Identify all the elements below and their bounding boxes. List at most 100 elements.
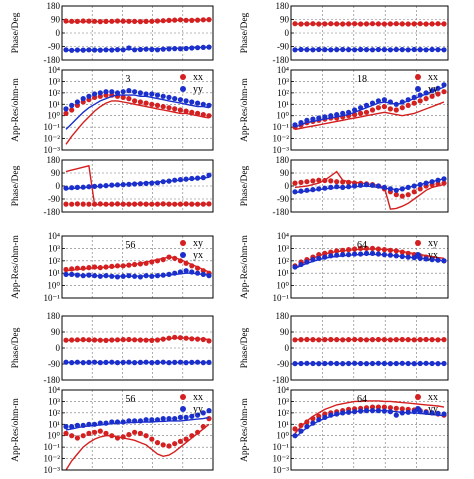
y-tick-label: 10⁴: [277, 65, 289, 75]
y-axis-label: Phase/Deg: [11, 327, 21, 368]
y-tick-label: 10⁻²: [273, 454, 290, 464]
y-tick-label: -90: [277, 359, 289, 369]
site-label: 56: [125, 240, 135, 251]
data-point-red: [114, 18, 121, 24]
legend-marker-xy: [180, 240, 186, 246]
data-point-blue: [310, 257, 316, 263]
data-point-blue: [103, 273, 109, 279]
data-point-red: [206, 17, 212, 23]
data-point-red: [298, 179, 304, 185]
y-tick-label: 10²: [277, 88, 289, 98]
data-point-blue: [316, 46, 322, 53]
data-point-red: [132, 337, 138, 343]
data-point-blue: [417, 47, 423, 53]
data-point-blue: [429, 46, 435, 53]
data-point-red: [310, 416, 316, 422]
data-point-blue: [69, 424, 75, 430]
data-point-blue: [328, 184, 334, 190]
data-point-red: [195, 429, 201, 435]
data-point-red: [346, 247, 352, 253]
data-point-red: [63, 430, 69, 436]
data-point-blue: [429, 360, 435, 367]
legend-marker-xx: [180, 74, 186, 80]
data-point-red: [423, 336, 429, 343]
data-point-red: [97, 201, 103, 207]
data-point-red: [310, 21, 316, 27]
data-point-red: [411, 337, 417, 343]
data-point-blue: [63, 106, 69, 112]
data-point-blue: [143, 46, 149, 52]
data-point-blue: [137, 274, 143, 280]
data-point-blue: [399, 410, 405, 416]
data-point-blue: [429, 410, 435, 416]
data-point-blue: [399, 253, 405, 260]
data-point-blue: [322, 414, 328, 420]
data-point-red: [172, 201, 178, 207]
data-point-blue: [149, 91, 155, 97]
data-point-red: [109, 433, 115, 439]
data-point-red: [69, 18, 75, 24]
data-point-blue: [352, 183, 358, 189]
data-point-blue: [423, 47, 429, 53]
data-point-blue: [435, 257, 441, 263]
data-point-red: [304, 336, 310, 343]
data-point-red: [109, 337, 115, 343]
data-point-blue: [334, 411, 340, 417]
data-point-red: [149, 201, 155, 207]
plot-area: [63, 164, 212, 207]
data-point-blue: [334, 184, 340, 190]
data-point-red: [74, 18, 80, 24]
data-point-blue: [160, 272, 166, 278]
data-point-red: [195, 17, 201, 23]
data-point-blue: [322, 114, 328, 120]
data-point-blue: [195, 412, 201, 418]
data-point-blue: [160, 93, 166, 99]
data-point-red: [340, 179, 346, 185]
data-point-red: [405, 250, 411, 256]
legend-label-yy: yy: [193, 84, 203, 95]
data-point-blue: [86, 421, 92, 427]
model-curve-red: [294, 400, 445, 434]
y-tick-label: 10⁰: [276, 431, 289, 441]
data-point-blue: [393, 101, 399, 107]
legend-label-xy: xy: [193, 238, 203, 249]
data-point-blue: [423, 409, 429, 415]
plot-area: [63, 254, 212, 280]
data-point-red: [399, 193, 405, 199]
data-point-red: [381, 21, 387, 27]
data-point-blue: [183, 98, 189, 104]
data-point-blue: [435, 85, 441, 91]
plot-area: [292, 400, 447, 439]
data-point-red: [137, 99, 143, 105]
data-point-blue: [149, 360, 155, 366]
data-point-red: [132, 429, 138, 435]
data-point-blue: [166, 46, 172, 52]
data-point-red: [132, 98, 138, 104]
data-point-blue: [298, 188, 304, 194]
data-point-red: [172, 255, 178, 261]
data-point-blue: [103, 47, 109, 53]
data-point-red: [316, 252, 322, 258]
data-point-blue: [340, 252, 346, 258]
data-point-red: [103, 18, 109, 24]
data-point-red: [417, 21, 423, 27]
data-point-red: [120, 434, 126, 440]
y-tick-label: 10⁻³: [273, 145, 290, 155]
plot-area: [292, 245, 447, 270]
data-point-blue: [381, 360, 387, 367]
data-point-red: [363, 109, 370, 115]
y-tick-label: 10²: [48, 256, 60, 266]
data-point-blue: [74, 99, 80, 105]
data-point-blue: [346, 184, 352, 190]
data-point-blue: [429, 179, 435, 185]
data-point-blue: [195, 270, 201, 276]
data-point-red: [154, 102, 161, 108]
y-tick-label: -90: [48, 194, 60, 204]
data-point-red: [316, 21, 322, 27]
data-point-red: [149, 436, 155, 442]
data-point-blue: [352, 251, 358, 257]
data-point-blue: [304, 360, 310, 366]
data-point-red: [143, 100, 149, 106]
panel-frame: [61, 5, 214, 61]
data-point-blue: [206, 359, 212, 365]
